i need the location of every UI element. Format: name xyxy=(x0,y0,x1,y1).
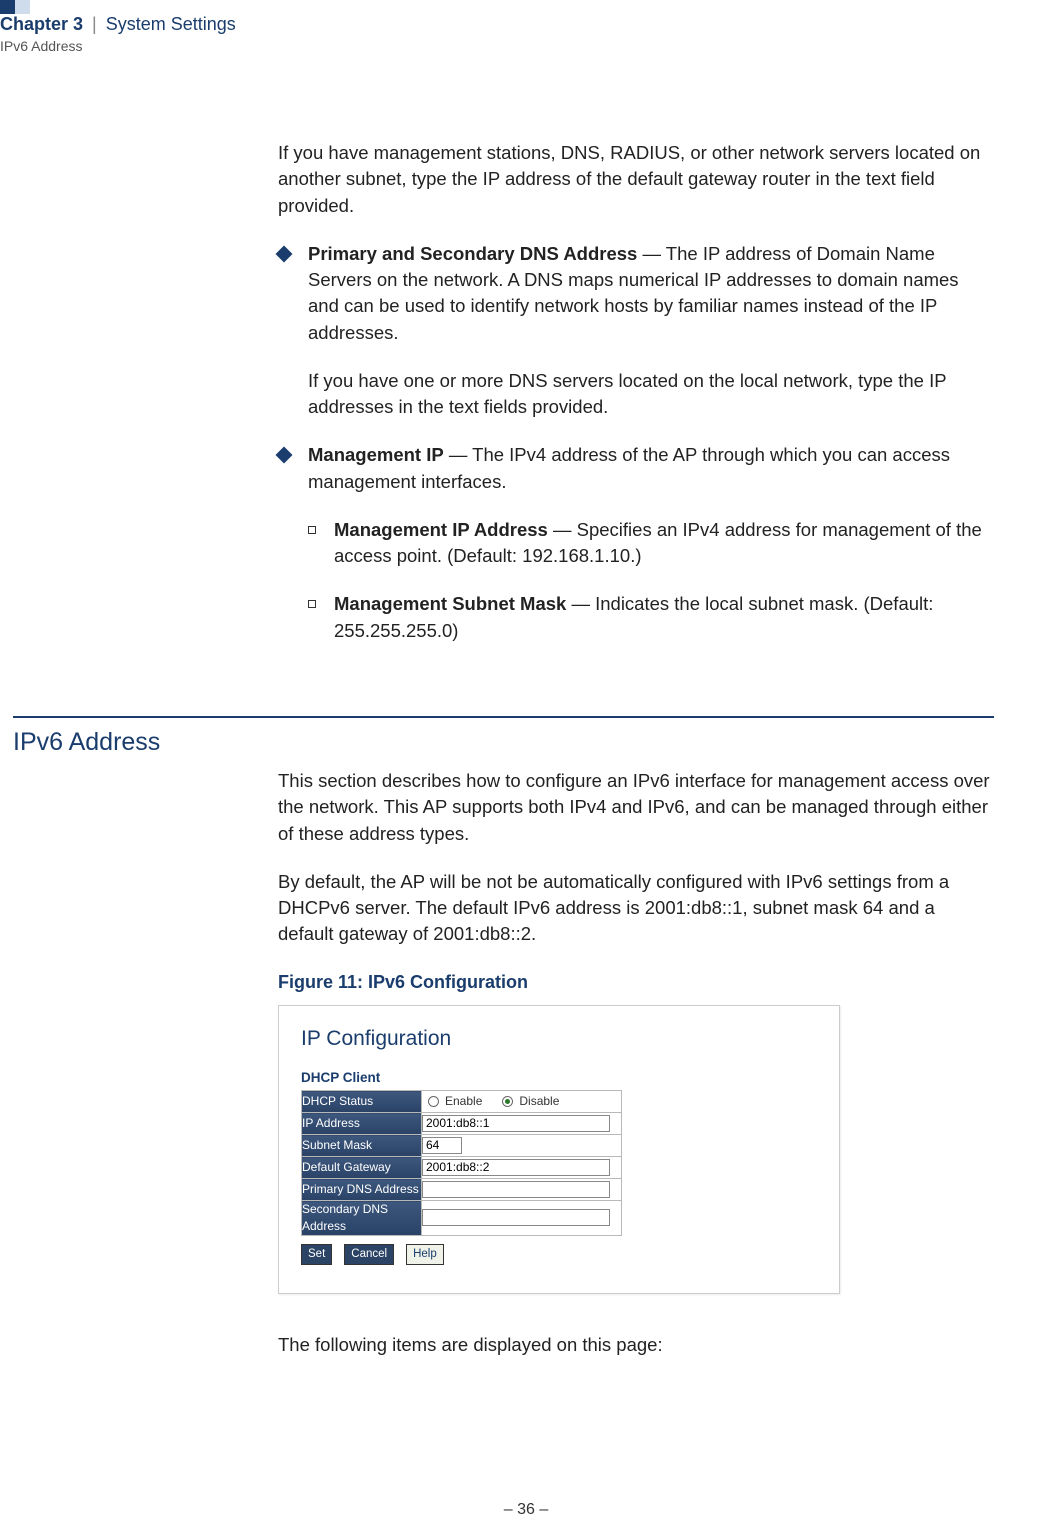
radio-disable-label: Disable xyxy=(519,1093,559,1110)
section-rule xyxy=(13,716,994,718)
radio-enable-label: Enable xyxy=(445,1093,482,1110)
label-ip: IP Address xyxy=(302,1113,422,1135)
chapter-line: Chapter 3 | System Settings xyxy=(0,14,236,35)
set-button[interactable]: Set xyxy=(301,1244,332,1264)
dns-bold: Primary and Secondary DNS Address xyxy=(308,243,637,264)
label-subnet: Subnet Mask xyxy=(302,1135,422,1157)
sub1-block: Management IP Address — Specifies an IPv… xyxy=(334,517,994,570)
sub2-block: Management Subnet Mask — Indicates the l… xyxy=(334,591,994,644)
sub-mgmt-mask: Management Subnet Mask — Indicates the l… xyxy=(278,591,994,644)
closing-para: The following items are displayed on thi… xyxy=(278,1332,994,1358)
mgmt-block: Management IP — The IPv4 address of the … xyxy=(308,442,994,495)
panel-title: IP Configuration xyxy=(301,1024,817,1054)
label-dns1: Primary DNS Address xyxy=(302,1179,422,1201)
figure-caption: Figure 11: IPv6 Configuration xyxy=(278,970,994,996)
label-dhcp-status: DHCP Status xyxy=(302,1091,422,1113)
bullet-dns: Primary and Secondary DNS Address — The … xyxy=(278,241,994,421)
row-dns2: Secondary DNS Address xyxy=(302,1201,622,1236)
cancel-button[interactable]: Cancel xyxy=(344,1244,394,1264)
cell-dhcp-status: Enable Disable xyxy=(422,1091,622,1113)
input-gateway[interactable] xyxy=(422,1159,610,1176)
intro-para: If you have management stations, DNS, RA… xyxy=(278,140,994,219)
upper-content: If you have management stations, DNS, RA… xyxy=(278,140,994,656)
radio-enable[interactable] xyxy=(428,1096,439,1107)
chapter-title: System Settings xyxy=(106,14,236,34)
tab-marker-dark xyxy=(0,0,15,14)
breadcrumb: IPv6 Address xyxy=(0,38,83,54)
row-subnet: Subnet Mask xyxy=(302,1135,622,1157)
button-row: Set Cancel Help xyxy=(301,1244,817,1264)
label-dns2: Secondary DNS Address xyxy=(302,1201,422,1236)
sub1-bold: Management IP Address xyxy=(334,519,548,540)
page-number: – 36 – xyxy=(0,1501,1052,1519)
help-button[interactable]: Help xyxy=(406,1244,444,1264)
row-dns1: Primary DNS Address xyxy=(302,1179,622,1201)
dns-para2: If you have one or more DNS servers loca… xyxy=(308,368,994,421)
input-ip[interactable] xyxy=(422,1115,610,1132)
section-heading: IPv6 Address xyxy=(13,728,160,757)
radio-disable[interactable] xyxy=(502,1096,513,1107)
header-tabs xyxy=(0,0,30,14)
diamond-icon xyxy=(276,447,293,464)
square-icon xyxy=(308,600,316,608)
bullet-mgmt: Management IP — The IPv4 address of the … xyxy=(278,442,994,495)
square-icon xyxy=(308,526,316,534)
section-content: This section describes how to configure … xyxy=(278,768,994,1358)
chapter-sep: | xyxy=(88,14,101,34)
label-gateway: Default Gateway xyxy=(302,1157,422,1179)
row-dhcp-status: DHCP Status Enable Disable xyxy=(302,1091,622,1113)
ip-config-panel: IP Configuration DHCP Client DHCP Status… xyxy=(278,1005,840,1293)
row-gateway: Default Gateway xyxy=(302,1157,622,1179)
input-dns1[interactable] xyxy=(422,1181,610,1198)
input-subnet[interactable] xyxy=(422,1137,462,1154)
sub2-bold: Management Subnet Mask xyxy=(334,593,566,614)
sub-mgmt-ip: Management IP Address — Specifies an IPv… xyxy=(278,517,994,570)
chapter-label: Chapter 3 xyxy=(0,14,83,34)
config-table: DHCP Status Enable Disable IP Address Su… xyxy=(301,1090,622,1236)
tab-marker-light xyxy=(15,0,30,14)
ipv6-para2: By default, the AP will be not be automa… xyxy=(278,869,994,948)
diamond-icon xyxy=(276,245,293,262)
dns-block: Primary and Secondary DNS Address — The … xyxy=(308,241,994,421)
panel-subtitle: DHCP Client xyxy=(301,1068,817,1087)
input-dns2[interactable] xyxy=(422,1209,610,1226)
ipv6-para1: This section describes how to configure … xyxy=(278,768,994,847)
row-ip-address: IP Address xyxy=(302,1113,622,1135)
mgmt-bold: Management IP xyxy=(308,444,444,465)
